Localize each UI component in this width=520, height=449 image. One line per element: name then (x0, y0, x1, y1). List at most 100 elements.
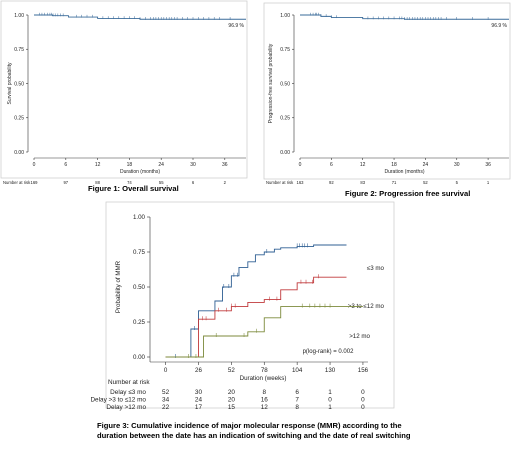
mmr-incidence-chart: 0.000.250.500.751.000 26 52 78 104 130 156Dura… (90, 201, 395, 411)
risk-number: 5 (456, 180, 459, 185)
y-axis-label: Progression-free survival probability (268, 43, 274, 123)
x-tick-label: 52 (228, 367, 235, 374)
risk-number: 2 (224, 180, 227, 185)
risk-number: 30 (195, 389, 203, 396)
survival-annotation: 96.9 % (228, 23, 244, 29)
risk-number: 0 (361, 397, 365, 404)
figure-3-caption: Figure 3: Cumulative incidence of major … (97, 421, 411, 440)
risk-number: 163 (297, 180, 305, 185)
risk-number: 0 (328, 397, 332, 404)
risk-table-label: Number at risk (266, 180, 294, 185)
risk-number: 34 (162, 397, 170, 404)
y-tick-label: 0.50 (133, 284, 146, 291)
series-label: >3 to ≤12 mo (348, 303, 385, 310)
figure-frame (263, 2, 511, 180)
y-tick-label: 0.00 (133, 354, 146, 361)
y-axis-label: Probability of MMR (115, 260, 122, 313)
risk-number: 8 (295, 404, 299, 411)
y-tick-label: 0.25 (133, 319, 146, 326)
risk-number: 88 (95, 180, 100, 185)
risk-row-label: Delay >3 to ≤12 mo (90, 397, 146, 404)
x-tick-label: 0 (33, 162, 36, 168)
y-tick-label: 1.00 (280, 13, 290, 19)
risk-number: 92 (329, 180, 334, 185)
risk-number: 24 (195, 397, 203, 404)
risk-table-label: Number at risk (3, 180, 31, 185)
risk-number: 20 (228, 389, 236, 396)
x-tick-label: 0 (164, 367, 168, 374)
series-line (165, 276, 347, 358)
x-tick-label: 12 (360, 162, 366, 168)
x-tick-label: 12 (95, 162, 101, 168)
risk-number: 0 (361, 404, 365, 411)
x-axis-label: Duration (months) (384, 169, 424, 175)
x-tick-label: 30 (454, 162, 460, 168)
x-tick-label: 36 (485, 162, 491, 168)
risk-number: 55 (159, 180, 164, 185)
risk-number: 97 (63, 180, 68, 185)
figure-frame (0, 0, 248, 179)
x-tick-label: 18 (127, 162, 133, 168)
risk-number: 0 (361, 389, 365, 396)
y-tick-label: 0.75 (133, 249, 146, 256)
risk-number: 22 (162, 404, 170, 411)
risk-number: 20 (228, 397, 236, 404)
risk-number: 1 (487, 180, 490, 185)
risk-row-label: Delay ≤3 mo (110, 389, 146, 396)
y-tick-label: 0.75 (14, 47, 24, 53)
y-axis-label: Survival probability (7, 62, 13, 104)
figure-2-panel: 0.00 0.25 0.50 0.75 1.00 0 6 12 18 24 30 36 Duration… (262, 0, 512, 185)
overall-survival-chart: 0.00 0.25 0.50 0.75 1.00 0 6 12 18 24 30 36 Duration… (0, 0, 248, 185)
figure-frame (105, 201, 395, 409)
x-tick-label: 24 (423, 162, 429, 168)
risk-number: 1 (328, 389, 332, 396)
risk-number: 52 (423, 180, 428, 185)
risk-number: 12 (261, 404, 269, 411)
y-tick-label: 0.00 (14, 150, 24, 156)
risk-number: 16 (261, 397, 269, 404)
pvalue-annotation: p(log-rank) = 0.002 (303, 349, 355, 355)
y-tick-label: 0.50 (14, 81, 24, 87)
y-tick-label: 0.75 (280, 47, 290, 53)
figure-3-panel: 0.00 0.25 0.50 0.75 1.00 0 26 52 78 104 130 156 Dura… (90, 200, 400, 411)
x-tick-label: 30 (190, 162, 196, 168)
survival-annotation: 96.9 % (491, 23, 507, 29)
figure-2-caption: Figure 2: Progression free survival (345, 189, 471, 198)
figure-1-caption: Figure 1: Overall survival (88, 184, 179, 193)
y-tick-label: 0.50 (280, 81, 290, 87)
risk-number: 15 (228, 404, 236, 411)
risk-number: 52 (162, 389, 170, 396)
x-tick-label: 130 (325, 367, 336, 374)
risk-number: 71 (392, 180, 397, 185)
figure-1-panel: 0.00 0.25 0.50 0.75 1.00 0 6 12 18 24 30 36 Duration… (0, 0, 250, 185)
risk-number: 17 (195, 404, 203, 411)
risk-table-label: Number at risk (108, 379, 150, 386)
risk-row-label: Delay >12 mo (106, 404, 146, 411)
x-tick-label: 36 (222, 162, 228, 168)
risk-number: 83 (360, 180, 365, 185)
y-tick-label: 1.00 (133, 214, 146, 221)
series-line (165, 306, 363, 358)
x-tick-label: 18 (391, 162, 397, 168)
y-tick-label: 0.25 (280, 116, 290, 122)
series-line (165, 244, 347, 358)
series-label: >12 mo (349, 333, 370, 340)
risk-number: 6 (192, 180, 195, 185)
risk-number: 7 (295, 397, 299, 404)
risk-number: 1 (328, 404, 332, 411)
x-tick-label: 78 (261, 367, 268, 374)
x-tick-label: 156 (358, 367, 369, 374)
risk-number: 8 (262, 389, 266, 396)
x-tick-label: 104 (292, 367, 303, 374)
y-tick-label: 0.25 (14, 116, 24, 122)
risk-number: 6 (295, 389, 299, 396)
y-tick-label: 0.00 (280, 150, 290, 156)
x-tick-label: 26 (195, 367, 202, 374)
y-tick-label: 1.00 (14, 13, 24, 19)
x-axis-label: Duration (months) (120, 169, 160, 175)
risk-number: 74 (127, 180, 132, 185)
progression-free-survival-chart: 0.00 0.25 0.50 0.75 1.00 0 6 12 18 24 30 36 Duration… (263, 2, 511, 185)
series-label: ≤3 mo (367, 265, 385, 272)
x-tick-label: 6 (330, 162, 333, 168)
x-axis-label: Duration (weeks) (240, 375, 287, 382)
